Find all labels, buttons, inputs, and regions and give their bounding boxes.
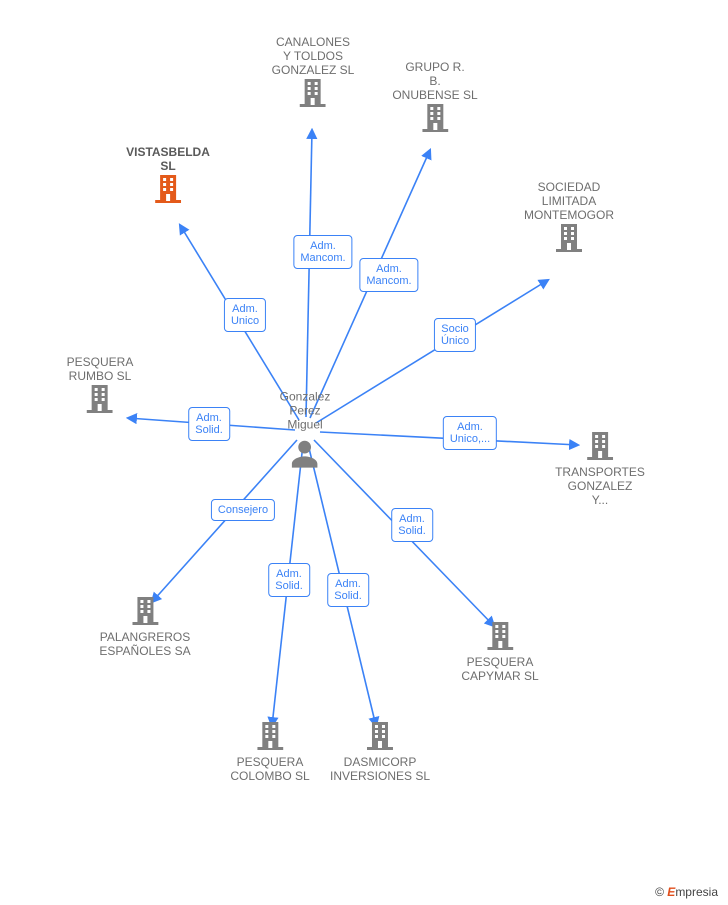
building-icon bbox=[155, 173, 181, 208]
edge-label-grupo[interactable]: Adm. Mancom. bbox=[359, 258, 418, 292]
building-icon bbox=[587, 430, 613, 465]
company-node-grupo[interactable]: GRUPO R. B. ONUBENSE SL bbox=[392, 60, 477, 137]
edge-label-canalones[interactable]: Adm. Mancom. bbox=[293, 235, 352, 269]
company-label: GRUPO R. B. ONUBENSE SL bbox=[392, 60, 477, 102]
company-label: VISTASBELDA SL bbox=[126, 145, 210, 173]
copyright-symbol: © bbox=[655, 885, 664, 899]
company-node-dasmicorp[interactable]: DASMICORP INVERSIONES SL bbox=[330, 720, 430, 783]
company-node-colombo[interactable]: PESQUERA COLOMBO SL bbox=[230, 720, 309, 783]
edge-sociedad bbox=[316, 280, 548, 423]
center-person-node[interactable]: Gonzalez Perez Miguel bbox=[279, 389, 332, 476]
person-icon bbox=[279, 437, 332, 476]
company-node-canalones[interactable]: CANALONES Y TOLDOS GONZALEZ SL bbox=[272, 35, 355, 112]
company-node-sociedad[interactable]: SOCIEDAD LIMITADA MONTEMOGOR bbox=[524, 180, 614, 257]
building-icon bbox=[300, 77, 326, 112]
company-node-rumbo[interactable]: PESQUERA RUMBO SL bbox=[67, 355, 134, 418]
brand-rest: mpresia bbox=[675, 885, 718, 899]
company-node-palangreros[interactable]: PALANGREROS ESPAÑOLES SA bbox=[99, 595, 190, 658]
copyright: © Empresia bbox=[655, 885, 718, 899]
building-icon bbox=[487, 620, 513, 655]
company-node-transportes[interactable]: TRANSPORTES GONZALEZ Y... bbox=[555, 430, 645, 507]
edge-label-palangreros[interactable]: Consejero bbox=[211, 499, 275, 521]
company-node-capymar[interactable]: PESQUERA CAPYMAR SL bbox=[461, 620, 538, 683]
company-label: PESQUERA COLOMBO SL bbox=[230, 755, 309, 783]
company-label: PESQUERA RUMBO SL bbox=[67, 355, 134, 383]
building-icon bbox=[367, 720, 393, 755]
edge-label-transportes[interactable]: Adm. Unico,... bbox=[443, 416, 497, 450]
company-node-vistasbelda[interactable]: VISTASBELDA SL bbox=[126, 145, 210, 208]
company-label: SOCIEDAD LIMITADA MONTEMOGOR bbox=[524, 180, 614, 222]
company-label: PESQUERA CAPYMAR SL bbox=[461, 655, 538, 683]
company-label: TRANSPORTES GONZALEZ Y... bbox=[555, 465, 645, 507]
building-icon bbox=[132, 595, 158, 630]
building-icon bbox=[422, 102, 448, 137]
edge-label-capymar[interactable]: Adm. Solid. bbox=[391, 508, 433, 542]
building-icon bbox=[87, 383, 113, 418]
edge-label-dasmicorp[interactable]: Adm. Solid. bbox=[327, 573, 369, 607]
edge-label-sociedad[interactable]: Socio Único bbox=[434, 318, 476, 352]
building-icon bbox=[556, 222, 582, 257]
edge-label-colombo[interactable]: Adm. Solid. bbox=[268, 563, 310, 597]
edge-label-rumbo[interactable]: Adm. Solid. bbox=[188, 407, 230, 441]
building-icon bbox=[257, 720, 283, 755]
company-label: PALANGREROS ESPAÑOLES SA bbox=[99, 630, 190, 658]
edge-canalones bbox=[306, 130, 312, 417]
company-label: DASMICORP INVERSIONES SL bbox=[330, 755, 430, 783]
center-person-label: Gonzalez Perez Miguel bbox=[279, 389, 332, 433]
company-label: CANALONES Y TOLDOS GONZALEZ SL bbox=[272, 35, 355, 77]
edge-label-vistasbelda[interactable]: Adm. Unico bbox=[224, 298, 266, 332]
